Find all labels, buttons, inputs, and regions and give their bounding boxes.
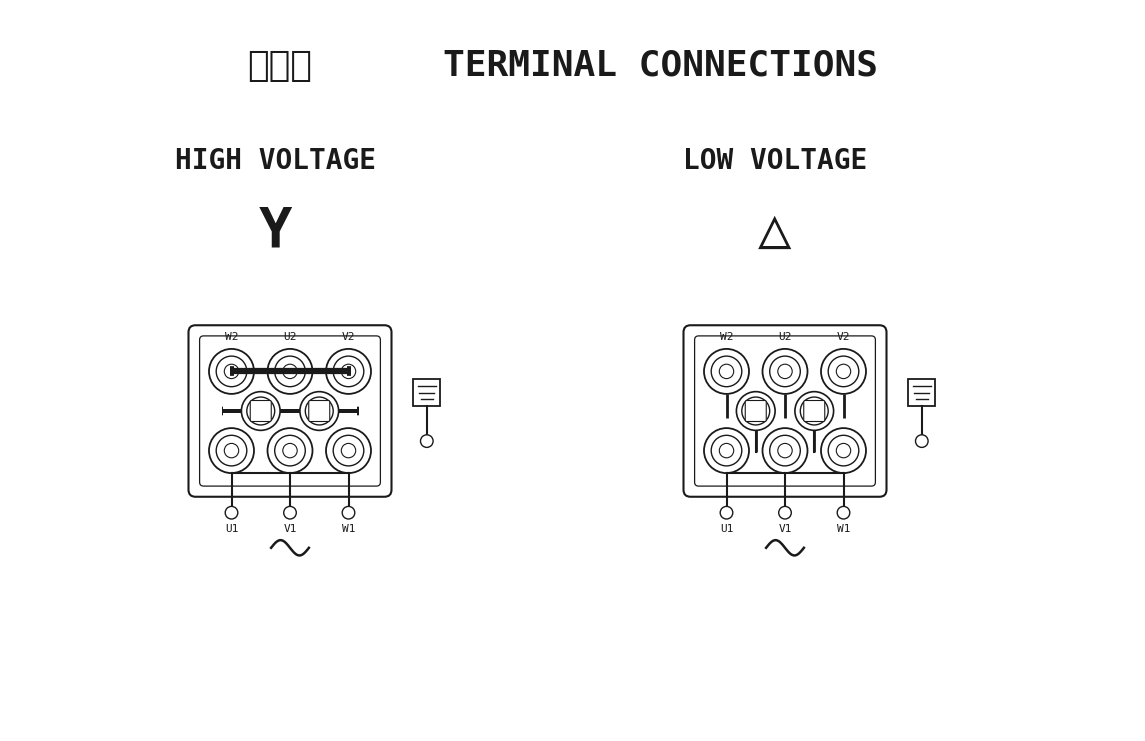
Circle shape <box>210 349 254 394</box>
Text: 接线图: 接线图 <box>247 49 313 83</box>
Circle shape <box>216 435 247 466</box>
Circle shape <box>777 364 792 379</box>
Circle shape <box>275 435 306 466</box>
Circle shape <box>268 349 313 394</box>
FancyBboxPatch shape <box>804 400 824 422</box>
Circle shape <box>242 392 281 431</box>
Circle shape <box>916 435 929 448</box>
Circle shape <box>795 392 834 431</box>
Circle shape <box>821 428 866 473</box>
Circle shape <box>711 356 742 387</box>
FancyBboxPatch shape <box>745 400 766 422</box>
Circle shape <box>777 443 792 458</box>
FancyBboxPatch shape <box>684 325 886 496</box>
Circle shape <box>720 506 733 519</box>
FancyBboxPatch shape <box>309 400 330 422</box>
Text: △: △ <box>758 205 791 258</box>
Circle shape <box>836 364 851 379</box>
FancyBboxPatch shape <box>251 400 271 422</box>
Circle shape <box>283 364 298 379</box>
Circle shape <box>769 435 800 466</box>
Circle shape <box>210 428 254 473</box>
Text: W1: W1 <box>837 525 851 534</box>
Circle shape <box>275 356 306 387</box>
Circle shape <box>742 397 769 425</box>
Text: Y: Y <box>259 205 292 258</box>
Circle shape <box>283 443 298 458</box>
Text: W1: W1 <box>341 525 355 534</box>
Circle shape <box>763 428 807 473</box>
Circle shape <box>719 364 734 379</box>
Circle shape <box>284 506 297 519</box>
Text: LOW VOLTAGE: LOW VOLTAGE <box>682 147 867 175</box>
Text: V1: V1 <box>283 525 297 534</box>
Circle shape <box>828 356 859 387</box>
Circle shape <box>226 506 238 519</box>
Circle shape <box>736 392 775 431</box>
Circle shape <box>837 506 850 519</box>
Text: TERMINAL CONNECTIONS: TERMINAL CONNECTIONS <box>442 49 877 83</box>
FancyBboxPatch shape <box>189 325 392 496</box>
Circle shape <box>326 349 371 394</box>
Circle shape <box>779 506 791 519</box>
Circle shape <box>704 349 749 394</box>
Text: HIGH VOLTAGE: HIGH VOLTAGE <box>174 147 376 175</box>
Circle shape <box>247 397 275 425</box>
Circle shape <box>420 435 433 448</box>
Circle shape <box>800 397 828 425</box>
Circle shape <box>326 428 371 473</box>
Text: V2: V2 <box>837 332 851 342</box>
Text: U1: U1 <box>224 525 238 534</box>
Circle shape <box>763 349 807 394</box>
Text: U2: U2 <box>283 332 297 342</box>
Circle shape <box>828 435 859 466</box>
Circle shape <box>268 428 313 473</box>
Circle shape <box>719 443 734 458</box>
Circle shape <box>341 364 356 379</box>
Circle shape <box>704 428 749 473</box>
Circle shape <box>836 443 851 458</box>
Circle shape <box>333 435 364 466</box>
FancyBboxPatch shape <box>199 336 380 486</box>
Text: W2: W2 <box>720 332 733 342</box>
Text: U1: U1 <box>720 525 733 534</box>
Circle shape <box>216 356 247 387</box>
Circle shape <box>769 356 800 387</box>
Circle shape <box>300 392 339 431</box>
Circle shape <box>341 443 356 458</box>
FancyBboxPatch shape <box>695 336 876 486</box>
Circle shape <box>821 349 866 394</box>
Circle shape <box>711 435 742 466</box>
FancyBboxPatch shape <box>413 379 441 406</box>
Circle shape <box>342 506 355 519</box>
Circle shape <box>224 443 238 458</box>
Text: V2: V2 <box>341 332 355 342</box>
Circle shape <box>333 356 364 387</box>
Text: W2: W2 <box>224 332 238 342</box>
FancyBboxPatch shape <box>908 379 935 406</box>
Circle shape <box>224 364 238 379</box>
Text: V1: V1 <box>779 525 791 534</box>
Circle shape <box>306 397 333 425</box>
Text: U2: U2 <box>779 332 791 342</box>
